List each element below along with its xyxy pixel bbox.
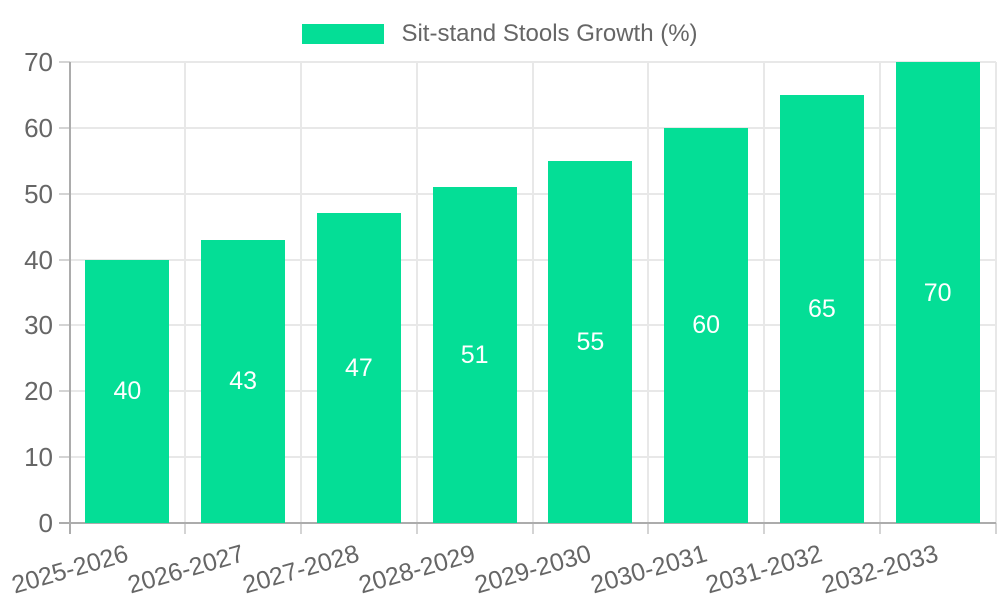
- y-axis-tick: [58, 258, 70, 261]
- x-axis-tick-label: 2032-2033: [818, 539, 942, 600]
- y-axis-tick-label: 10: [24, 442, 53, 473]
- bar: [85, 259, 170, 523]
- x-axis-tick-label: 2026-2027: [124, 539, 247, 600]
- bar: [201, 239, 286, 523]
- bar-value-label: 47: [344, 354, 373, 383]
- x-axis-tick: [763, 523, 765, 534]
- bar: [664, 127, 749, 523]
- bar: [316, 213, 401, 523]
- legend[interactable]: Sit-stand Stools Growth (%): [0, 20, 1000, 48]
- y-axis-tick: [58, 390, 70, 393]
- x-axis-tick: [415, 523, 418, 534]
- x-axis-tick: [300, 523, 302, 534]
- x-axis-tick-label: 2031-2032: [702, 539, 826, 600]
- gridline-vertical: [184, 62, 187, 523]
- x-axis-tick: [994, 523, 997, 534]
- bar-value-label: 55: [576, 327, 605, 356]
- bar-value-label: 40: [113, 377, 142, 406]
- y-axis-tick-label: 20: [24, 376, 53, 407]
- x-axis-tick-label: 2029-2030: [471, 539, 595, 600]
- bar: [432, 187, 517, 523]
- gridline-vertical: [531, 62, 534, 523]
- gridline-vertical: [647, 62, 650, 523]
- y-axis-tick: [58, 126, 70, 129]
- x-axis-tick: [184, 523, 187, 534]
- y-axis-tick-label: 30: [24, 310, 53, 341]
- y-axis-tick-label: 50: [24, 178, 53, 209]
- x-axis-tick: [647, 523, 650, 534]
- y-axis-tick: [58, 324, 70, 327]
- y-axis-tick-label: 70: [24, 47, 53, 77]
- y-axis-tick: [58, 456, 70, 459]
- gridline-vertical: [300, 62, 302, 523]
- gridline-vertical: [994, 62, 997, 523]
- x-axis-tick-label: 2028-2029: [355, 539, 479, 600]
- x-axis-tick: [878, 523, 881, 534]
- x-axis-tick-label: 2030-2031: [587, 539, 710, 600]
- y-axis-tick-label: 60: [24, 112, 53, 143]
- x-axis-tick: [531, 523, 534, 534]
- gridline-vertical: [878, 62, 881, 523]
- y-axis-tick-label: 40: [24, 244, 53, 275]
- bar: [779, 94, 864, 523]
- bar-value-label: 60: [692, 311, 721, 340]
- legend-swatch: [302, 24, 385, 44]
- bar-value-label: 43: [229, 367, 258, 396]
- x-axis-tick-label: 2025-2026: [8, 539, 132, 600]
- y-axis-tick-label: 0: [38, 508, 53, 538]
- gridline-vertical: [415, 62, 418, 523]
- legend-label: Sit-stand Stools Growth (%): [401, 20, 698, 47]
- gridline-vertical: [763, 62, 765, 523]
- bar: [548, 160, 633, 523]
- bar-value-label: 70: [923, 278, 952, 307]
- y-axis-line: [68, 62, 71, 534]
- x-axis-tick-label: 2027-2028: [239, 539, 363, 600]
- bar-value-label: 51: [460, 341, 489, 370]
- bar-value-label: 65: [807, 294, 836, 323]
- bar: [895, 62, 980, 523]
- y-axis-tick: [58, 61, 70, 63]
- y-axis-tick: [58, 192, 70, 195]
- x-axis-line: [58, 522, 996, 524]
